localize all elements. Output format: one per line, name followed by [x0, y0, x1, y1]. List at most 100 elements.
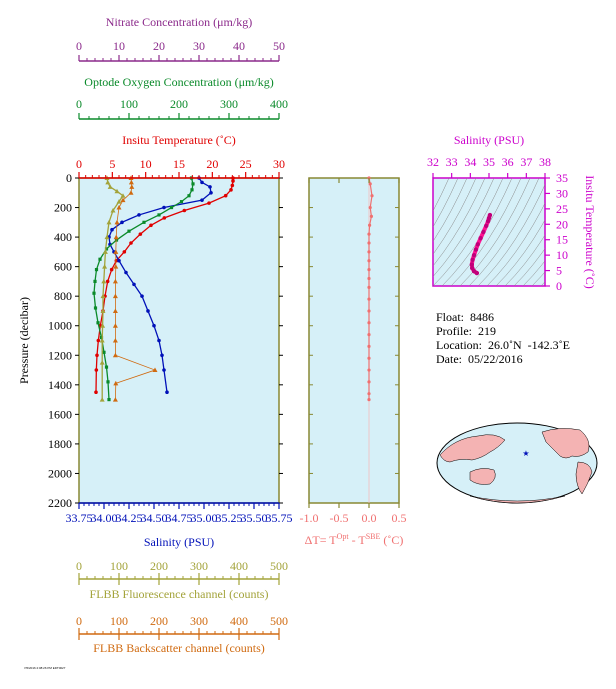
delta-t-point: [367, 344, 371, 349]
fluorescence-point: [116, 199, 122, 204]
salinity-tick-label: 35.25: [216, 511, 243, 525]
nitrate-tick-label: 0: [76, 39, 82, 53]
oxygen-point: [94, 267, 99, 272]
backscatter-point: [152, 367, 158, 373]
ts-density-contour: [459, 178, 531, 286]
oxygen-point: [104, 247, 109, 251]
delta-t-tick-label: -1.0: [300, 511, 319, 525]
temperature-point: [105, 279, 110, 284]
salinity-point: [160, 353, 164, 358]
pressure-tick-label: 400: [54, 230, 72, 244]
backscatter-point: [112, 278, 118, 284]
pressure-tick-label: 1600: [48, 407, 72, 421]
delta-t-point: [367, 232, 371, 236]
backscatter-point: [116, 205, 122, 210]
oxygen-tick-label: 200: [170, 97, 188, 111]
salinity-tick-label: 34.50: [141, 511, 168, 525]
salinity-point: [120, 220, 124, 225]
oxygen-point: [92, 291, 96, 295]
salinity-tick-label: 33.75: [66, 511, 93, 525]
ts-salinity-tick-label: 36: [502, 155, 514, 169]
backscatter-point: [120, 197, 126, 203]
temperature-tick-label: 25: [240, 157, 252, 171]
backscatter-tick-label: 0: [76, 614, 82, 628]
ts-temperature-tick-label: 10: [556, 248, 568, 262]
salinity-point: [162, 205, 166, 210]
fluorescence-point: [100, 308, 106, 313]
delta-t-point: [367, 267, 371, 272]
oxygen-point: [169, 205, 174, 210]
backscatter-tick-label: 500: [270, 614, 288, 628]
fluorescence-point: [99, 360, 105, 365]
temperature-tick-label: 20: [206, 157, 218, 171]
temperature-tick-label: 10: [140, 157, 152, 171]
ts-temperature-axis-label: Insitu Temperature (˚C): [583, 175, 597, 289]
ts-temperature-tick-label: 35: [556, 171, 568, 185]
oxygen-tick-label: 100: [120, 97, 138, 111]
fluorescence-point: [104, 234, 110, 240]
delta-t-point: [367, 332, 371, 337]
salinity-point: [157, 338, 161, 343]
oxygen-point: [106, 380, 110, 384]
ts-temperature-tick-label: 0: [556, 279, 562, 293]
delta-t-point: [367, 297, 371, 301]
ts-density-contour: [513, 248, 545, 286]
ts-density-contour: [468, 178, 540, 286]
temperature-point: [230, 183, 235, 188]
ts-density-contour: [495, 219, 545, 286]
ts-temperature-tick-label: 25: [556, 202, 568, 216]
fluorescence-point: [107, 184, 113, 189]
delta-t-point: [367, 259, 371, 263]
ts-density-contour: [504, 234, 545, 286]
salinity-tick-label: 34.75: [166, 511, 193, 525]
salinity-point: [152, 323, 156, 328]
ts-temperature-tick-label: 20: [556, 217, 568, 231]
oxygen-point: [179, 200, 184, 204]
fluorescence-point: [101, 278, 107, 284]
delta-t-point: [367, 276, 371, 281]
fluorescence-point: [99, 397, 105, 402]
temperature-point: [94, 390, 98, 395]
nitrate-axis-label: Nitrate Concentration (μm/kg): [106, 15, 252, 29]
ts-salinity-tick-label: 38: [539, 155, 551, 169]
pressure-tick-label: 1000: [48, 319, 72, 333]
temperature-tick-label: 5: [109, 157, 115, 171]
oxygen-point: [102, 350, 106, 354]
ts-point: [478, 235, 483, 241]
salinity-point: [209, 190, 213, 195]
delta-t-point: [367, 368, 371, 372]
ts-salinity-tick-label: 33: [446, 155, 458, 169]
oxygen-tick-label: 300: [220, 97, 238, 111]
map-land-asia: [439, 434, 506, 463]
salinity-point: [200, 180, 204, 185]
float-location: Location: 26.0˚N -142.3˚E: [436, 338, 570, 352]
temperature-point: [223, 193, 228, 198]
temperature-point: [96, 338, 101, 343]
oxygen-point: [104, 365, 109, 369]
salinity-point: [140, 294, 144, 298]
ts-temperature-tick-label: 5: [556, 264, 562, 278]
salinity-tick-label: 35.50: [241, 511, 268, 525]
pressure-tick-label: 2000: [48, 466, 72, 480]
ts-point: [469, 262, 475, 267]
fluorescence-point: [120, 193, 126, 198]
ts-density-contour: [433, 178, 468, 242]
pressure-tick-label: 0: [66, 171, 72, 185]
delta-t-tick-label: 0.0: [362, 511, 377, 525]
profile-number: Profile: 219: [436, 324, 496, 338]
backscatter-point: [128, 179, 134, 185]
oxygen-point: [187, 194, 191, 198]
delta-t-point: [367, 397, 371, 402]
delta-t-tick-label: -0.5: [330, 511, 349, 525]
delta-t-point: [367, 356, 371, 360]
map-land-north-america: [541, 428, 590, 459]
oxygen-point: [191, 182, 195, 186]
salinity-point: [124, 270, 128, 275]
map-land-australia: [469, 468, 496, 485]
backscatter-point: [113, 264, 119, 269]
oxygen-point: [99, 335, 104, 340]
backscatter-axis-label: FLBB Backscatter channel (counts): [93, 641, 265, 655]
delta-t-point: [367, 321, 371, 325]
nitrate-tick-label: 20: [153, 39, 165, 53]
temperature-profile-line: [95, 178, 234, 393]
